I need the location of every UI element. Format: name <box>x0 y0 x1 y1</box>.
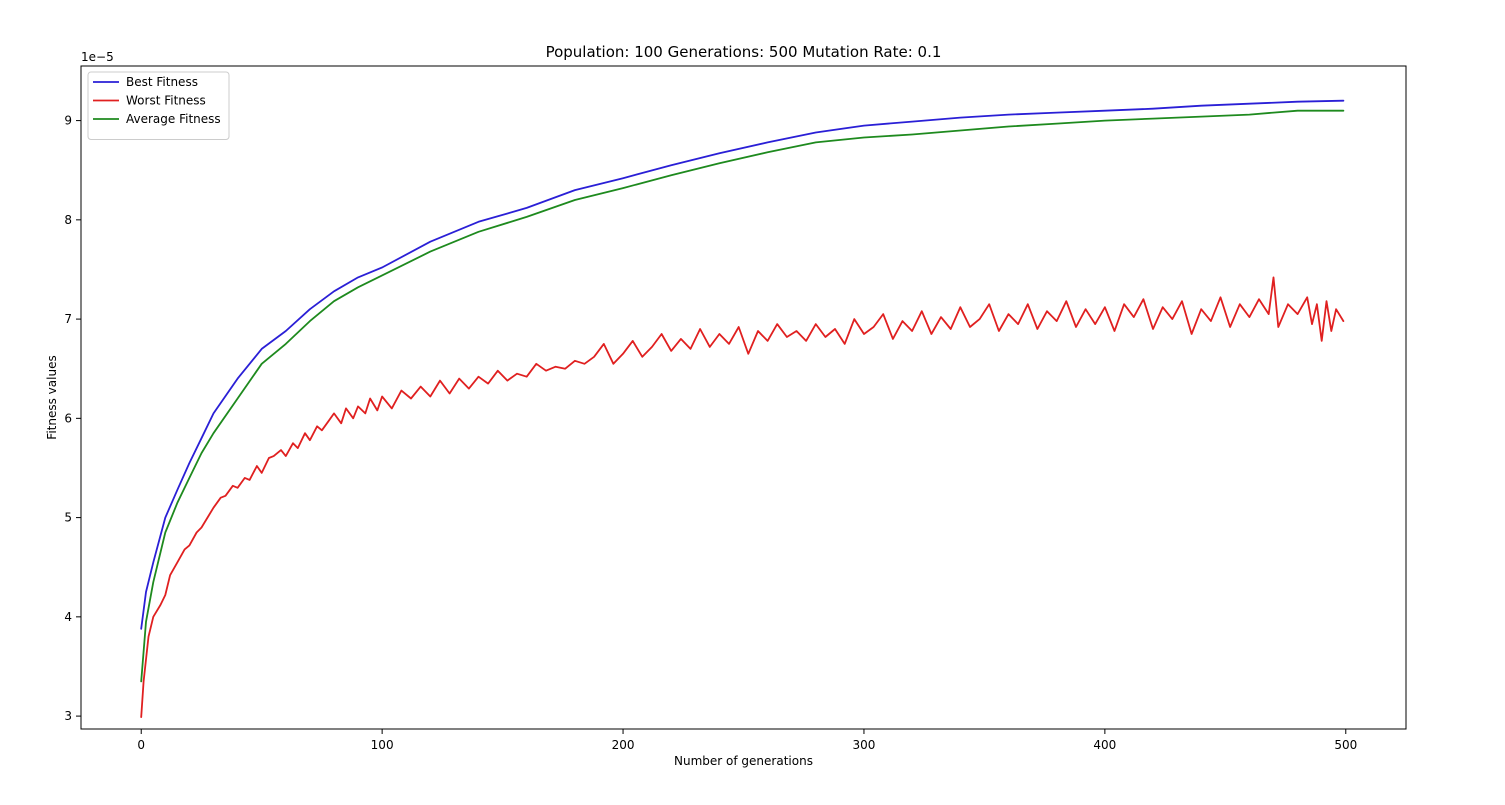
x-tick-label: 300 <box>853 738 876 752</box>
x-tick-label: 500 <box>1334 738 1357 752</box>
legend-label-average-fitness: Average Fitness <box>126 112 221 126</box>
legend-label-worst-fitness: Worst Fitness <box>126 94 206 108</box>
chart-title: Population: 100 Generations: 500 Mutatio… <box>546 43 942 61</box>
y-tick-label: 4 <box>64 610 72 624</box>
y-tick-label: 8 <box>64 213 72 227</box>
x-tick-label: 100 <box>371 738 394 752</box>
legend-label-best-fitness: Best Fitness <box>126 75 198 89</box>
x-axis: 0 100 200 300 400 500 <box>137 729 1357 752</box>
y-tick-label: 9 <box>64 114 72 128</box>
y-tick-label: 3 <box>64 709 72 723</box>
series-line-average-fitness <box>140 109 1345 683</box>
y-axis: 3 4 5 6 7 8 9 <box>64 114 81 723</box>
legend-items: Best Fitness Worst Fitness Average Fitness <box>93 75 221 126</box>
y-axis-label: Fitness values <box>45 355 59 439</box>
x-tick-label: 200 <box>612 738 635 752</box>
x-axis-label: Number of generations <box>674 754 813 768</box>
x-tick-label: 400 <box>1093 738 1116 752</box>
x-tick-label: 0 <box>137 738 145 752</box>
legend-box <box>87 71 230 140</box>
y-tick-label: 6 <box>64 411 72 425</box>
plot-frame <box>80 65 1407 730</box>
series-line-worst-fitness <box>140 276 1345 718</box>
series-line-best-fitness <box>140 99 1345 630</box>
y-tick-label: 5 <box>64 511 72 525</box>
y-tick-label: 7 <box>64 312 72 326</box>
legend: Best Fitness Worst Fitness Average Fitness <box>87 71 230 140</box>
series-layer <box>140 99 1345 718</box>
y-axis-offset-label: 1e−5 <box>81 50 114 64</box>
